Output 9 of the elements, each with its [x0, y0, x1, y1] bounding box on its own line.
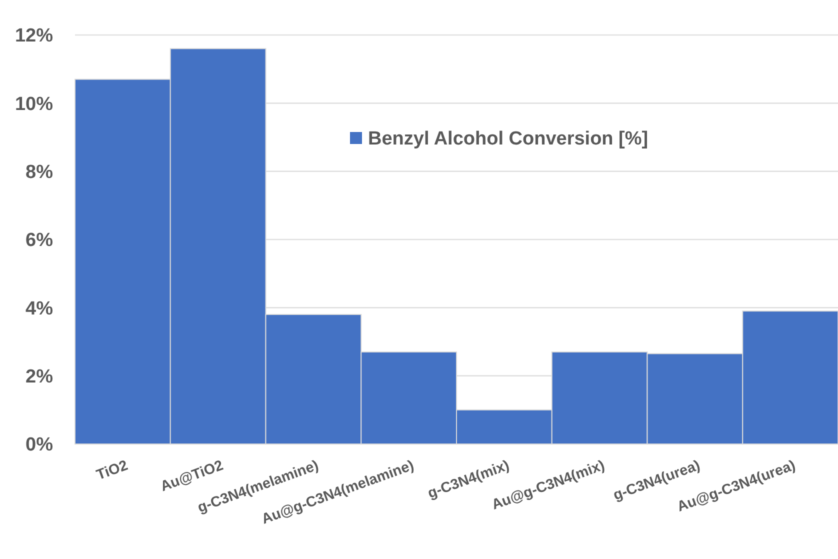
y-tick-label: 0%: [26, 434, 54, 456]
y-tick-label: 6%: [26, 230, 54, 252]
y-tick-label: 2%: [26, 366, 54, 388]
x-tick-label: TiO2: [94, 458, 130, 484]
y-tick-label: 12%: [14, 26, 54, 47]
y-tick-label: 8%: [26, 162, 54, 183]
y-tick-label: 4%: [26, 298, 54, 320]
legend-label: Benzyl Alcohol Conversion [%]: [368, 128, 648, 150]
y-tick-label: 10%: [14, 94, 54, 115]
